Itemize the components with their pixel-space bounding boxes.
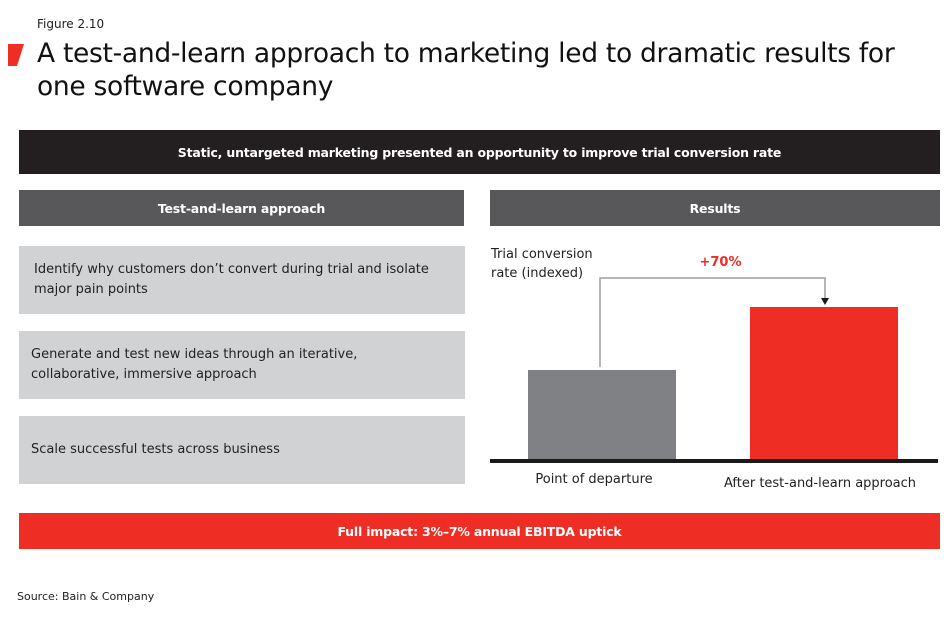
approach-step: Identify why customers don’t convert dur… bbox=[19, 246, 465, 314]
bar-chart-plot bbox=[490, 277, 938, 463]
page-title: A test-and-learn approach to marketing l… bbox=[37, 38, 895, 102]
y-axis-label-line: Trial conversion bbox=[491, 247, 593, 262]
impact-banner: Full impact: 3%–7% annual EBITDA uptick bbox=[19, 513, 940, 549]
approach-step-text: Identify why customers don’t convert dur… bbox=[34, 262, 429, 297]
x-tick-label: Point of departure bbox=[535, 472, 653, 487]
change-bracket bbox=[599, 277, 826, 367]
results-header: Results bbox=[490, 190, 940, 226]
y-axis-label: Trial conversion rate (indexed) bbox=[491, 245, 593, 283]
approach-step: Scale successful tests across business bbox=[19, 416, 465, 484]
approach-step-text: Generate and test new ideas through an i… bbox=[31, 347, 358, 382]
approach-header: Test-and-learn approach bbox=[19, 190, 464, 226]
results-header-text: Results bbox=[689, 200, 741, 216]
x-axis-baseline bbox=[490, 459, 938, 463]
problem-banner: Static, untargeted marketing presented a… bbox=[19, 130, 940, 174]
results-chart: Trial conversion rate (indexed) +70% Poi… bbox=[480, 230, 950, 510]
x-tick-label: After test-and-learn approach bbox=[723, 476, 917, 491]
approach-step: Generate and test new ideas through an i… bbox=[19, 331, 465, 399]
approach-header-text: Test-and-learn approach bbox=[157, 200, 326, 216]
problem-banner-text: Static, untargeted marketing presented a… bbox=[177, 144, 782, 160]
change-annotation: +70% bbox=[699, 255, 742, 270]
bar bbox=[528, 370, 676, 460]
figure-label: Figure 2.10 bbox=[37, 17, 105, 31]
arrow-down-icon bbox=[821, 298, 829, 305]
impact-banner-text: Full impact: 3%–7% annual EBITDA uptick bbox=[337, 523, 622, 539]
source-note: Source: Bain & Company bbox=[17, 590, 155, 603]
y-axis-label-line: rate (indexed) bbox=[491, 266, 584, 281]
bar bbox=[750, 307, 898, 460]
approach-step-text: Scale successful tests across business bbox=[31, 442, 280, 457]
title-accent-icon bbox=[8, 44, 24, 66]
